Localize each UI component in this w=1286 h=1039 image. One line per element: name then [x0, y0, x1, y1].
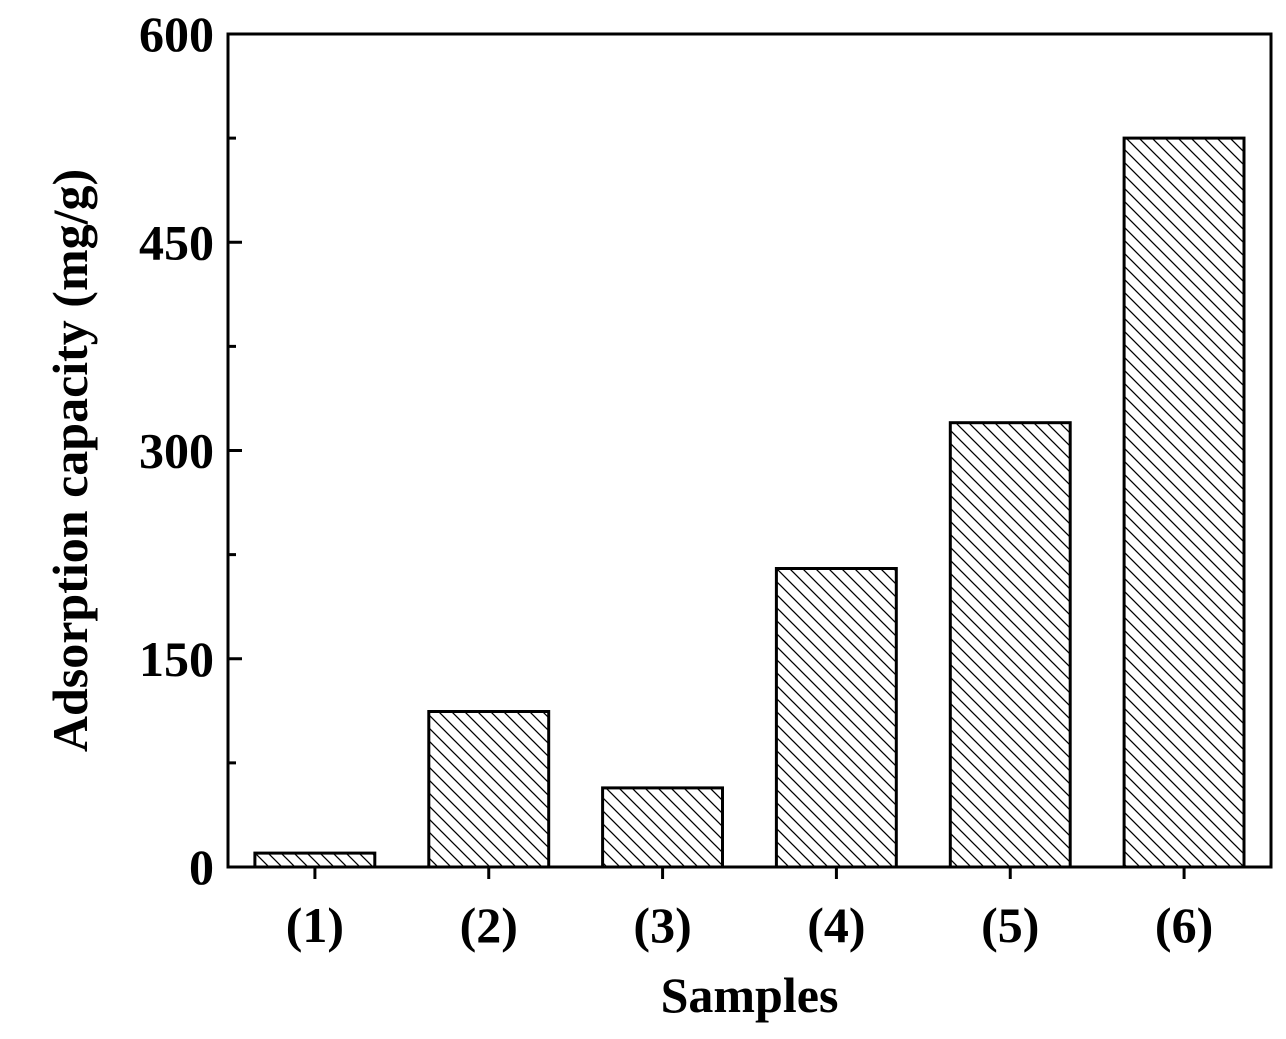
bar-4: [774, 567, 898, 869]
bars-group: [253, 136, 1246, 869]
x-tick-labels: (1) (2) (3) (4) (5) (6): [286, 897, 1213, 953]
x-tick-label-6: (6): [1155, 897, 1213, 953]
y-tick-label-300: 300: [139, 423, 214, 479]
bar-5: [948, 421, 1072, 869]
y-tick-label-600: 600: [139, 6, 214, 62]
bar-6: [1122, 136, 1246, 869]
x-axis-title: Samples: [661, 967, 839, 1023]
x-tick-label-4: (4): [807, 897, 865, 953]
bar-3: [601, 786, 724, 869]
y-tick-label-150: 150: [139, 631, 214, 687]
y-tick-labels: 0 150 300 450 600: [139, 6, 214, 895]
x-tick-label-1: (1): [286, 897, 344, 953]
x-tick-label-2: (2): [460, 897, 518, 953]
plot-frame: [226, 32, 1273, 869]
y-tick-label-0: 0: [189, 839, 214, 895]
x-tick-label-5: (5): [981, 897, 1039, 953]
bar-1: [253, 851, 377, 869]
y-tick-label-450: 450: [139, 214, 214, 270]
x-tick-label-3: (3): [633, 897, 691, 953]
bar-2: [427, 710, 551, 869]
y-axis-title: Adsorption capacity (mg/g): [42, 169, 98, 752]
